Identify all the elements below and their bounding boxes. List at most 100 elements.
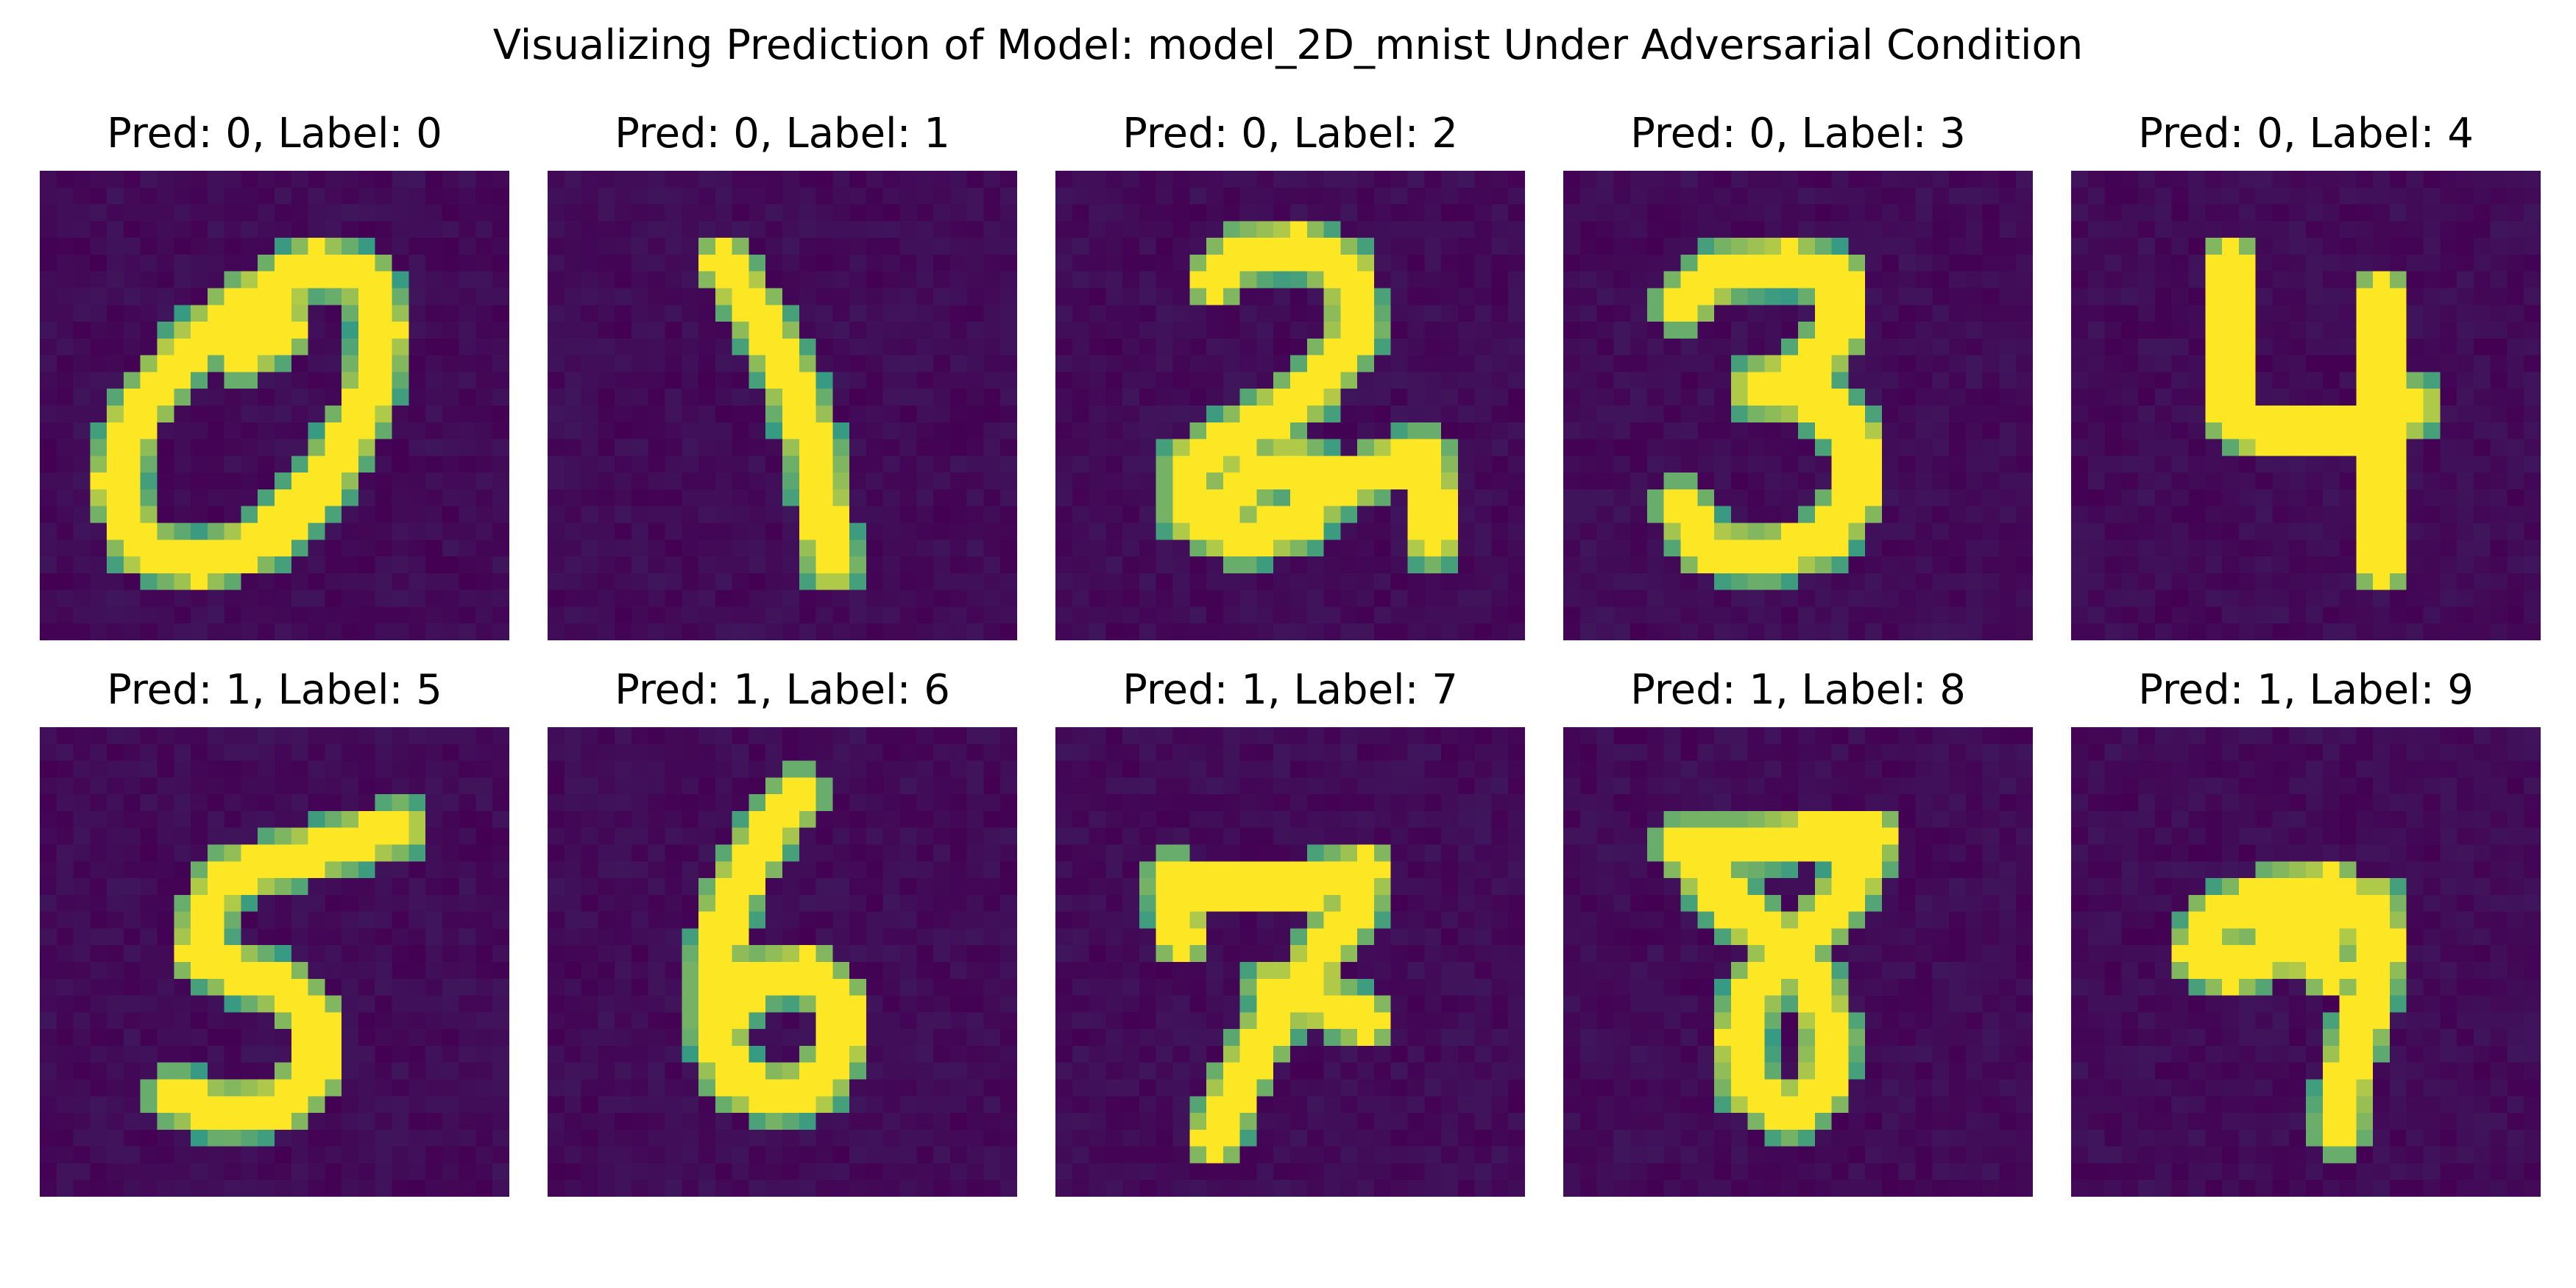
- pixel: [1491, 305, 1509, 322]
- pixel: [342, 590, 359, 607]
- pixel: [157, 305, 174, 322]
- pixel: [899, 506, 917, 523]
- pixel: [1848, 456, 1866, 473]
- pixel: [2104, 389, 2122, 406]
- pixel: [1714, 254, 1732, 272]
- pixel: [1663, 606, 1681, 624]
- pixel: [392, 288, 409, 305]
- pixel: [1390, 506, 1408, 523]
- pixel: [2507, 254, 2524, 272]
- pixel: [749, 288, 766, 305]
- pixel: [1663, 305, 1681, 322]
- pixel: [832, 539, 850, 557]
- pixel: [648, 389, 665, 406]
- pixel: [308, 389, 325, 406]
- pixel: [983, 254, 1001, 272]
- pixel: [1407, 439, 1425, 456]
- pixel: [1579, 221, 1598, 238]
- pixel: [459, 1113, 476, 1130]
- pixel: [698, 523, 716, 540]
- pixel: [140, 978, 158, 997]
- pixel: [73, 590, 91, 607]
- pixel: [1814, 221, 1833, 238]
- digit-image-2: [1055, 171, 1525, 640]
- pixel: [933, 171, 951, 188]
- pixel: [325, 187, 342, 205]
- pixel: [1206, 171, 1224, 188]
- pixel: [157, 1129, 174, 1147]
- pixel: [598, 372, 615, 389]
- pixel: [325, 389, 342, 406]
- pixel: [2289, 204, 2307, 222]
- pixel: [715, 305, 733, 322]
- pixel: [1730, 355, 1749, 372]
- pixel: [291, 506, 309, 523]
- pixel: [73, 743, 91, 762]
- pixel: [765, 623, 783, 640]
- pixel: [2507, 473, 2524, 490]
- pixel: [1949, 288, 1967, 305]
- pixel: [2272, 288, 2290, 305]
- pixel: [1457, 489, 1476, 507]
- pixel: [308, 1012, 325, 1030]
- pixel: [1999, 439, 2017, 456]
- pixel: [765, 760, 783, 778]
- pixel: [1865, 187, 1883, 205]
- pixel: [1340, 590, 1358, 607]
- digit-image-4: [2071, 171, 2541, 640]
- pixel: [732, 606, 749, 624]
- pixel: [1999, 606, 2017, 624]
- pixel: [56, 288, 74, 305]
- pixel: [140, 556, 158, 574]
- pixel: [2306, 506, 2324, 523]
- pixel: [1407, 523, 1425, 540]
- pixel: [241, 1012, 258, 1030]
- pixel: [475, 171, 493, 188]
- pixel: [2322, 539, 2340, 557]
- pixel: [1865, 573, 1883, 591]
- pixel: [1646, 556, 1665, 574]
- pixel: [224, 1163, 241, 1181]
- pixel: [325, 861, 342, 879]
- pixel: [648, 338, 665, 356]
- pixel: [1306, 573, 1325, 591]
- pixel: [459, 187, 476, 205]
- pixel: [258, 372, 275, 389]
- pixel: [949, 305, 968, 322]
- pixel: [325, 204, 342, 222]
- pixel: [224, 439, 241, 456]
- pixel: [2389, 523, 2407, 540]
- pixel: [191, 338, 208, 356]
- pixel: [1206, 590, 1224, 607]
- pixel: [56, 338, 74, 356]
- pixel: [191, 539, 208, 557]
- pixel: [2154, 506, 2173, 523]
- pixel: [2188, 556, 2206, 574]
- pixel: [2016, 288, 2033, 305]
- pixel: [1390, 422, 1408, 440]
- pixel: [459, 861, 476, 879]
- pixel: [2272, 322, 2290, 339]
- pixel: [358, 389, 376, 406]
- pixel: [682, 623, 699, 640]
- pixel: [291, 1029, 309, 1047]
- pixel: [2272, 489, 2290, 507]
- pixel: [2016, 389, 2033, 406]
- pixel: [241, 743, 258, 762]
- pixel: [90, 623, 107, 640]
- pixel: [2087, 322, 2106, 339]
- pixel: [442, 1180, 460, 1197]
- pixel: [73, 794, 91, 812]
- pixel: [408, 355, 426, 372]
- pixel: [1441, 556, 1459, 574]
- pixel: [342, 473, 359, 490]
- pixel: [548, 506, 565, 523]
- pixel: [1932, 489, 1950, 507]
- pixel: [2457, 606, 2474, 624]
- pixel: [1965, 305, 1984, 322]
- pixel: [815, 606, 833, 624]
- pixel: [916, 406, 934, 423]
- pixel: [174, 1146, 191, 1164]
- pixel: [899, 221, 917, 238]
- pixel: [1156, 489, 1173, 507]
